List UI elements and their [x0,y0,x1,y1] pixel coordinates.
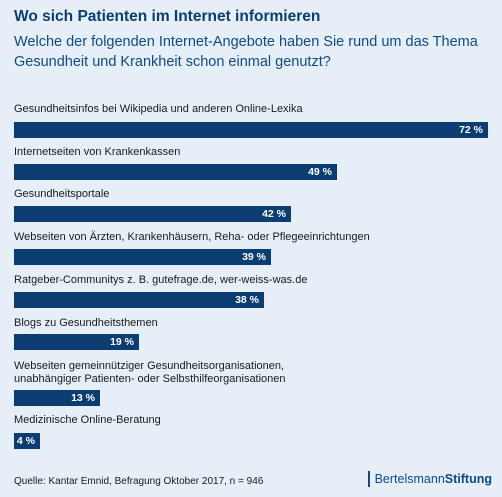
bar-value-label: 19 % [110,336,134,348]
bar: 38 % [14,292,264,308]
bar: 72 % [14,122,488,138]
bar: 49 % [14,164,337,180]
brand-name-part2: Stiftung [444,472,492,486]
bar: 39 % [14,249,271,265]
bar: 42 % [14,206,291,222]
bar-value-label: 13 % [71,392,95,404]
category-label: Gesundheitsinfos bei Wikipedia und ander… [14,103,303,115]
bar-value-label: 42 % [262,208,286,220]
chart-title: Wo sich Patienten im Internet informiere… [14,8,321,25]
bar-value-label: 38 % [235,294,259,306]
bar: 19 % [14,334,139,350]
category-label: Gesundheitsportale [14,188,110,200]
source-note: Quelle: Kantar Emnid, Befragung Oktober … [14,476,264,487]
category-label: Medizinische Online-Beratung [14,414,161,426]
bar-value-label: 49 % [308,166,332,178]
bar-value-label: 72 % [459,124,483,136]
bar: 4 % [14,433,40,449]
category-label: Internetseiten von Krankenkassen [14,146,181,158]
category-label: Blogs zu Gesundheitsthemen [14,317,158,329]
bar-value-label: 4 % [16,435,35,447]
chart-subtitle: Welche der folgenden Internet-Angebote h… [14,34,478,70]
brand-name-part1: Bertelsmann [374,472,445,486]
brand-logo: BertelsmannStiftung [367,471,492,487]
category-label: Webseiten von Ärzten, Krankenhäusern, Re… [14,231,370,243]
category-label: Webseiten gemeinnütziger Gesundheitsorga… [14,360,286,385]
bar: 13 % [14,390,100,406]
category-label: Ratgeber-Communitys z. B. gutefrage.de, … [14,274,308,286]
bar-value-label: 39 % [242,251,266,263]
